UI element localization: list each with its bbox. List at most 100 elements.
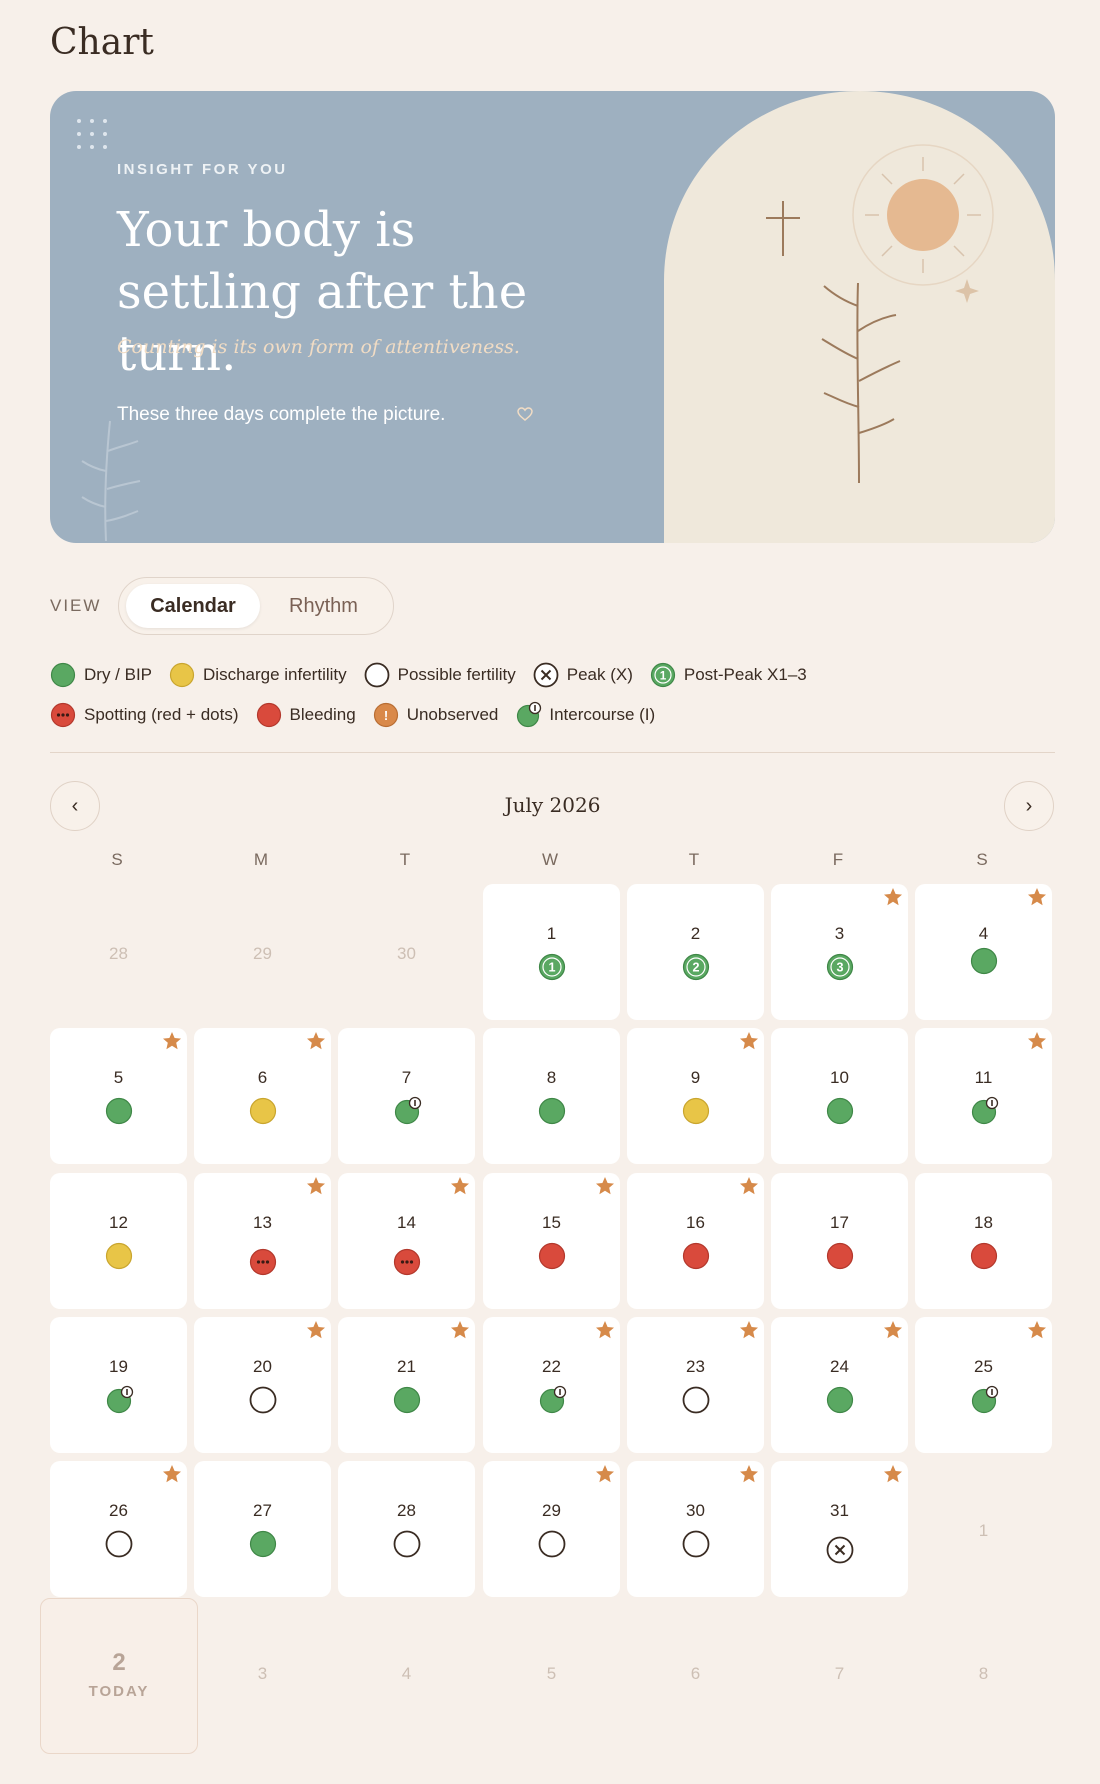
legend-label: Peak (X) <box>566 665 633 684</box>
star-icon <box>305 1030 327 1052</box>
peak-marker-icon <box>826 1536 854 1564</box>
calendar-day-cell[interactable]: 21 <box>338 1317 475 1453</box>
day-number: 9 <box>690 1068 701 1087</box>
next-month-button[interactable]: › <box>1004 781 1054 831</box>
post-peak-marker-icon: 1 <box>650 662 684 688</box>
calendar-day-outside-month: 1 <box>915 1461 1052 1597</box>
discharge-marker-icon <box>682 1097 710 1125</box>
calendar-day-cell[interactable]: 17 <box>771 1173 908 1309</box>
day-number: 28 <box>397 1501 416 1520</box>
star-icon <box>161 1463 183 1485</box>
legend-item-spotting: Spotting (red + dots) <box>50 702 239 728</box>
calendar-day-cell[interactable]: 19 <box>50 1317 187 1453</box>
possible-fertility-marker-icon <box>249 1386 277 1414</box>
possible-fertility-marker-icon <box>364 662 398 688</box>
day-number: 5 <box>113 1068 124 1087</box>
day-number: 6 <box>257 1068 268 1087</box>
day-number: 23 <box>686 1357 705 1376</box>
legend-label: Discharge infertility <box>203 665 347 684</box>
star-icon <box>738 1030 760 1052</box>
calendar-day-cell[interactable]: 10 <box>771 1028 908 1164</box>
branch-icon <box>821 282 901 484</box>
calendar-day-cell[interactable]: 31 <box>771 1461 908 1597</box>
intercourse-marker-icon <box>538 1385 566 1414</box>
star-icon <box>738 1463 760 1485</box>
chevron-left-icon: ‹ <box>71 795 79 817</box>
calendar-day-outside-month: 3 <box>194 1604 331 1740</box>
calendar-day-outside-month: 8 <box>915 1604 1052 1740</box>
legend-item-discharge: Discharge infertility <box>169 662 347 688</box>
calendar-day-cell[interactable]: 27 <box>194 1461 331 1597</box>
star-icon <box>1026 1030 1048 1052</box>
calendar-day-cell[interactable]: 20 <box>194 1317 331 1453</box>
legend-item-dry: Dry / BIP <box>50 662 152 688</box>
calendar-day-cell[interactable]: 16 <box>627 1173 764 1309</box>
discharge-marker-icon <box>105 1242 133 1270</box>
calendar-day-cell[interactable]: 23 <box>627 1317 764 1453</box>
today-cell[interactable]: 2 TODAY <box>40 1598 198 1754</box>
calendar-day-cell[interactable]: 4 <box>915 884 1052 1020</box>
previous-month-button[interactable]: ‹ <box>50 781 100 831</box>
day-number: 31 <box>830 1501 849 1520</box>
insight-body: These three days complete the picture. <box>117 404 446 425</box>
calendar-day-cell[interactable]: 22 <box>483 1317 620 1453</box>
sparkle-icon <box>955 279 979 303</box>
view-toggle: Calendar Rhythm <box>118 577 394 635</box>
day-number: 6 <box>690 1664 701 1683</box>
dry-marker-icon <box>826 1097 854 1125</box>
calendar-day-cell[interactable]: 24 <box>771 1317 908 1453</box>
legend-label: Bleeding <box>289 705 356 724</box>
calendar-day-cell[interactable]: 25 <box>915 1317 1052 1453</box>
star-icon <box>449 1175 471 1197</box>
weekday-label: T <box>688 850 700 869</box>
bleeding-marker-icon <box>970 1242 998 1270</box>
possible-fertility-marker-icon <box>105 1530 133 1558</box>
calendar-day-outside-month: 29 <box>194 884 331 1020</box>
view-rhythm-button[interactable]: Rhythm <box>289 595 358 617</box>
calendar-day-cell[interactable]: 26 <box>50 1461 187 1597</box>
day-number: 3 <box>257 1664 268 1683</box>
calendar-day-cell[interactable]: 12 <box>50 1173 187 1309</box>
day-number: 12 <box>109 1213 128 1232</box>
legend-label: Intercourse (I) <box>549 705 656 724</box>
peak-marker-icon <box>533 662 567 688</box>
calendar-day-cell[interactable]: 5 <box>50 1028 187 1164</box>
day-number: 30 <box>397 944 416 963</box>
calendar-day-cell[interactable]: 30 <box>627 1461 764 1597</box>
calendar-day-cell[interactable]: 11 <box>915 1028 1052 1164</box>
star-icon <box>594 1175 616 1197</box>
calendar-day-cell[interactable]: 18 <box>915 1173 1052 1309</box>
view-calendar-button[interactable]: Calendar <box>126 584 260 628</box>
calendar-day-cell[interactable]: 8 <box>483 1028 620 1164</box>
day-number: 20 <box>253 1357 272 1376</box>
day-number: 10 <box>830 1068 849 1087</box>
svg-text:1: 1 <box>548 961 555 975</box>
calendar-day-cell[interactable]: 6 <box>194 1028 331 1164</box>
possible-fertility-marker-icon <box>682 1386 710 1414</box>
day-number: 25 <box>974 1357 993 1376</box>
calendar-day-cell[interactable]: 7 <box>338 1028 475 1164</box>
calendar-day-cell[interactable]: 15 <box>483 1173 620 1309</box>
weekday-label: T <box>399 850 411 869</box>
legend-item-intercourse: Intercourse (I) <box>515 701 656 728</box>
legend-label: Unobserved <box>406 705 499 724</box>
day-number: 13 <box>253 1213 272 1232</box>
possible-fertility-marker-icon <box>393 1530 421 1558</box>
weekday-label: M <box>253 850 269 869</box>
calendar-day-cell[interactable]: 13 <box>194 1173 331 1309</box>
calendar-day-cell[interactable]: 28 <box>338 1461 475 1597</box>
calendar-day-outside-month: 6 <box>627 1604 764 1740</box>
weekday-label: S <box>111 850 123 869</box>
legend-item-unobserved: ! Unobserved <box>373 702 499 728</box>
calendar-day-cell[interactable]: 29 <box>483 1461 620 1597</box>
calendar-day-outside-month: 28 <box>50 884 187 1020</box>
day-number: 18 <box>974 1213 993 1232</box>
calendar-day-cell[interactable]: 14 <box>338 1173 475 1309</box>
weekday-label: S <box>976 850 988 869</box>
calendar-day-cell[interactable]: 9 <box>627 1028 764 1164</box>
day-number: 27 <box>253 1501 272 1520</box>
day-number: 22 <box>542 1357 561 1376</box>
